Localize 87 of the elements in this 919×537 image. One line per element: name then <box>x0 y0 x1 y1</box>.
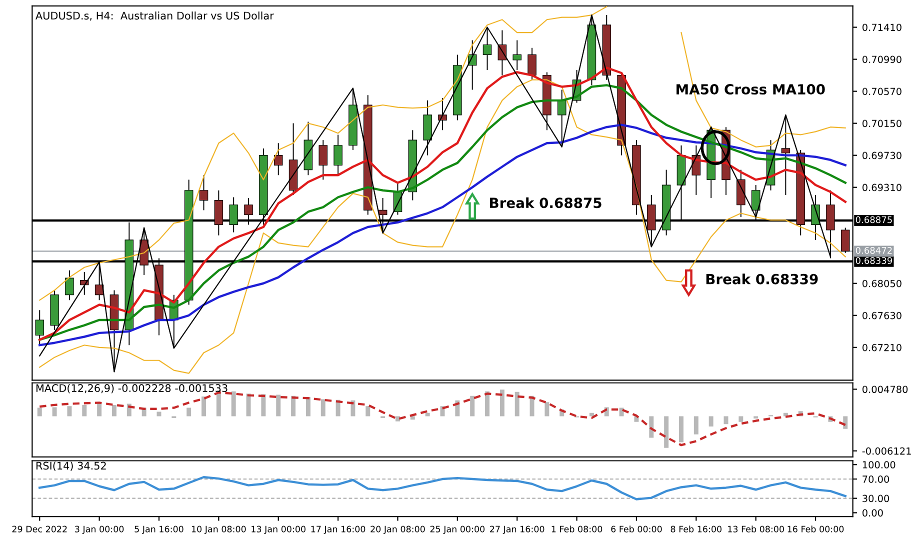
bar <box>82 404 87 416</box>
bar <box>619 408 624 416</box>
candlestick <box>528 47 536 80</box>
bar <box>261 394 266 416</box>
bar <box>679 416 684 442</box>
bar <box>664 416 669 448</box>
bar <box>366 406 370 416</box>
bar <box>708 416 714 426</box>
bar <box>425 412 430 416</box>
bar <box>112 404 116 416</box>
bar <box>156 412 162 416</box>
bar <box>738 416 744 422</box>
candlestick <box>274 142 283 176</box>
bar <box>186 408 192 416</box>
bar <box>589 412 594 416</box>
bar <box>843 416 848 429</box>
y-tick-label: 30.00 <box>862 494 890 502</box>
y-tick-label: 0.67210 <box>862 344 902 352</box>
chart-title: RSI(14) 34.52 <box>36 462 106 471</box>
y-tick-label: 100.00 <box>862 461 896 468</box>
ref-line-label: 0.68339 <box>856 257 892 264</box>
bar <box>306 397 310 416</box>
candlestick <box>334 134 342 176</box>
candlestick <box>840 227 850 254</box>
annotation: Break 0.68339 <box>706 274 818 284</box>
y-tick-label: 0.67630 <box>862 312 902 320</box>
ref-line-label: 0.68875 <box>856 216 892 224</box>
ref-line-label: 0.68472 <box>856 247 892 254</box>
candlestick <box>781 114 790 196</box>
bar <box>291 396 296 416</box>
bar <box>216 390 221 416</box>
x-tick-label: 17 Jan 16:00 <box>311 526 366 534</box>
x-tick-label: 20 Jan 08:00 <box>370 526 425 534</box>
bar <box>37 408 42 416</box>
x-tick-label: 29 Dec 2022 <box>12 526 67 532</box>
y-tick-label: 0.71410 <box>862 24 902 32</box>
bar <box>694 416 698 434</box>
bar <box>470 396 475 416</box>
x-tick-label: 10 Jan 08:00 <box>192 526 246 534</box>
x-tick-label: 6 Feb 00:00 <box>611 526 662 532</box>
bar <box>485 391 490 416</box>
candlestick <box>199 174 208 211</box>
candlestick <box>65 270 74 301</box>
bar <box>202 396 206 416</box>
candlestick <box>482 26 492 70</box>
chart-title: AUDUSD.s, H4: Australian Dollar vs US Dollar <box>36 12 274 21</box>
candlestick <box>557 89 566 148</box>
bar <box>514 392 520 416</box>
x-tick-label: 8 Feb 16:00 <box>670 526 722 532</box>
x-tick-label: 25 Jan 00:00 <box>430 526 485 534</box>
bar <box>52 407 57 416</box>
candlestick <box>438 98 447 131</box>
x-tick-label: 27 Jan 16:00 <box>490 526 544 534</box>
x-tick-label: 13 Jan 00:00 <box>252 526 306 534</box>
y-tick-label: 0.004780 <box>862 386 908 394</box>
line-series <box>38 124 846 346</box>
y-tick-label: 70.00 <box>862 476 890 483</box>
y-tick-label: 0.69730 <box>862 152 902 160</box>
x-tick-label: 13 Feb 08:00 <box>728 526 784 532</box>
bar <box>97 403 102 416</box>
bar <box>276 394 281 416</box>
candlestick <box>318 140 328 180</box>
x-tick-label: 16 Feb 00:00 <box>788 526 844 532</box>
bar <box>350 400 356 416</box>
y-tick-label: -0.006121 <box>862 447 911 455</box>
bar <box>320 399 326 416</box>
annotation: Break 0.68875 <box>490 197 602 208</box>
y-tick-label: 0.70570 <box>862 88 902 96</box>
candlestick <box>35 310 44 346</box>
chart-title: MACD(12,26,9) -0.002228 -0.001533 <box>36 384 228 394</box>
bar <box>500 390 504 416</box>
bar <box>231 391 236 416</box>
y-tick-label: 0.00 <box>862 509 883 517</box>
bar <box>246 394 251 416</box>
bar <box>67 406 72 416</box>
bar <box>544 402 550 416</box>
candlestick <box>512 40 522 70</box>
line-series <box>38 476 846 500</box>
x-tick-label: 3 Jan 00:00 <box>75 526 124 534</box>
bar <box>395 416 400 422</box>
y-tick-label: 0.68050 <box>862 280 902 288</box>
y-tick-label: 0.70150 <box>862 120 902 128</box>
y-tick-label: 0.70990 <box>862 56 902 64</box>
bar <box>649 416 654 438</box>
x-tick-label: 1 Feb 08:00 <box>552 526 602 532</box>
x-tick-label: 5 Jan 16:00 <box>134 526 184 534</box>
y-tick-label: 0.69310 <box>862 184 902 192</box>
